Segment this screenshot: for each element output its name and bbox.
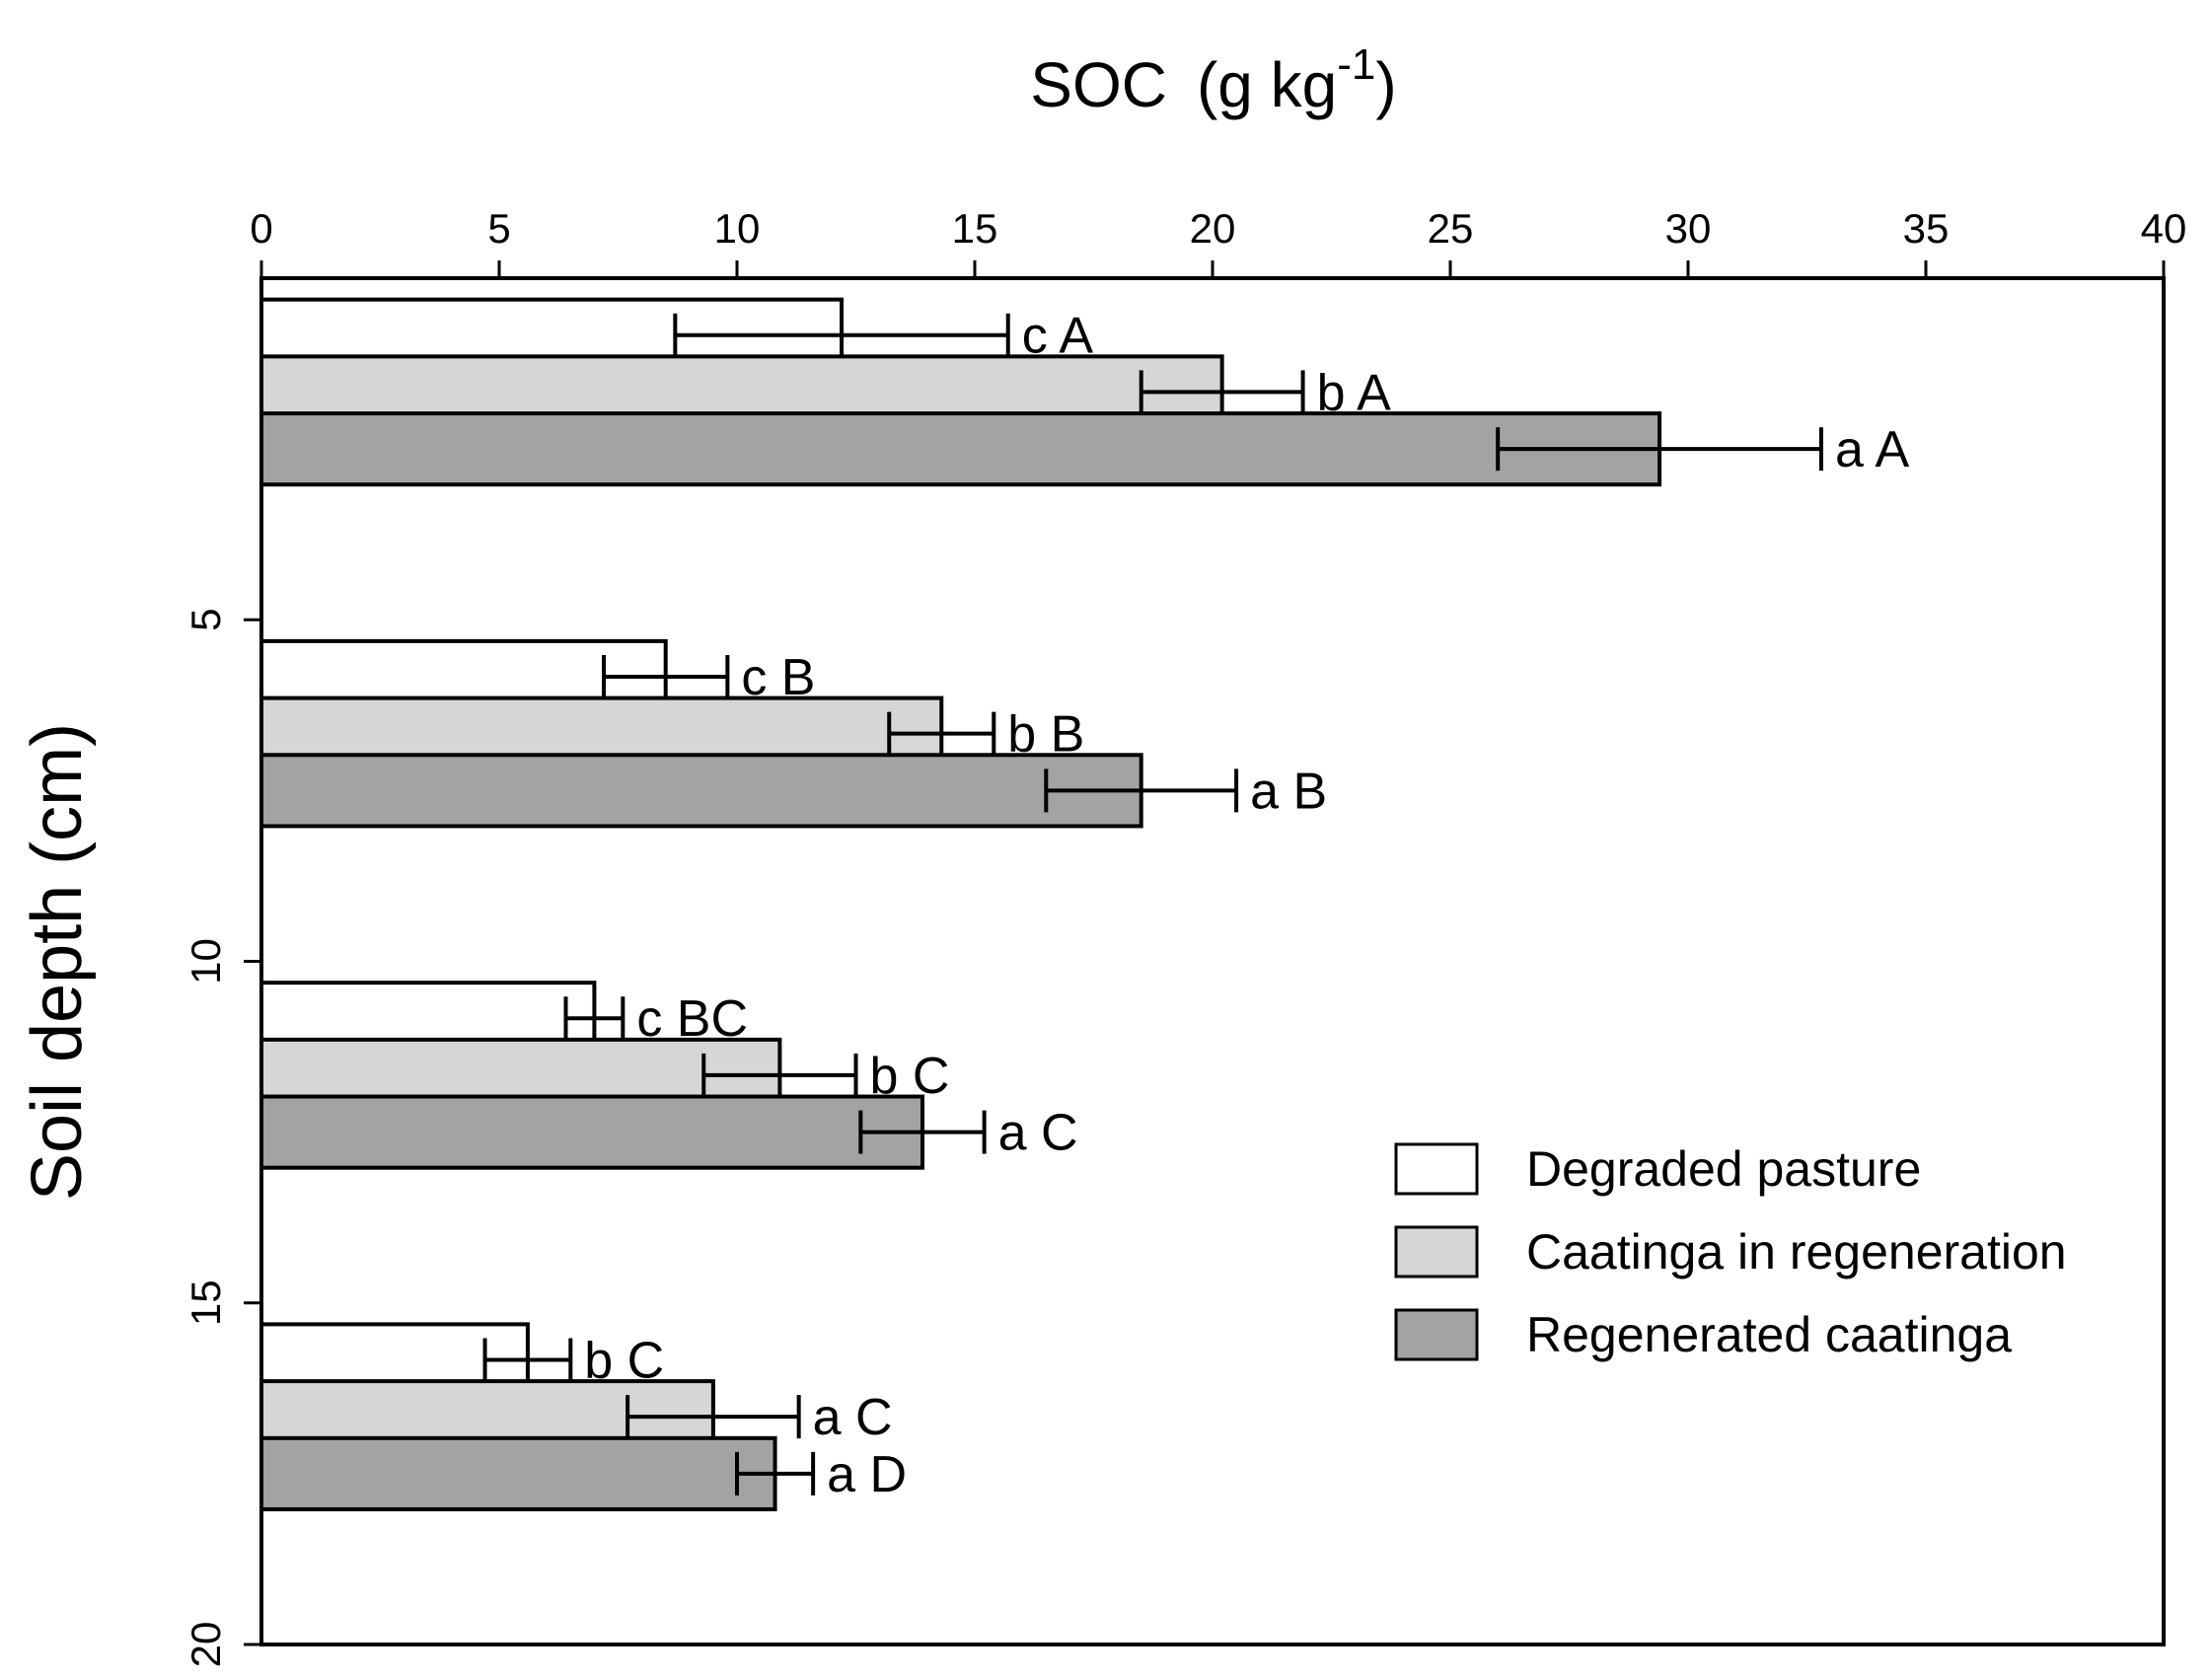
data-label-regenerated-caatinga-group-3: a C: [998, 1105, 1078, 1162]
data-label-regenerated-caatinga-group-1: a A: [1835, 421, 1909, 478]
x-tick-label-15: 15: [952, 205, 998, 252]
x-tick-label-0: 0: [250, 205, 272, 252]
legend-label-caatinga-in-regeneration: Caatinga in regeneration: [1526, 1224, 2067, 1279]
x-axis-title: SOC (g kg-1): [1030, 40, 1396, 120]
legend-swatch-degraded-pasture: [1394, 1142, 1479, 1196]
legend-swatch-caatinga-in-regeneration: [1394, 1225, 1479, 1278]
y-tick-label-10: 10: [183, 938, 229, 985]
x-tick-label-30: 30: [1665, 205, 1712, 252]
x-tick-label-5: 5: [487, 205, 510, 252]
y-axis-title: Soil depth (cm): [18, 723, 97, 1201]
y-tick-label-15: 15: [183, 1279, 229, 1326]
bar-regenerated-caatinga-group-3: [259, 1094, 924, 1170]
data-label-caatinga-in-regeneration-group-4: a C: [813, 1389, 893, 1446]
legend-label-regenerated-caatinga: Regenerated caatinga: [1526, 1307, 2012, 1362]
x-tick-label-40: 40: [2141, 205, 2187, 252]
data-label-regenerated-caatinga-group-2: a B: [1250, 763, 1327, 820]
bar-regenerated-caatinga-group-2: [259, 753, 1143, 829]
data-label-regenerated-caatinga-group-4: a D: [827, 1446, 907, 1503]
x-tick-label-25: 25: [1428, 205, 1474, 252]
bar-regenerated-caatinga-group-4: [259, 1435, 777, 1511]
y-tick-label-20: 20: [183, 1622, 229, 1668]
x-tick-label-10: 10: [714, 205, 761, 252]
x-tick-label-20: 20: [1190, 205, 1236, 252]
legend-swatch-regenerated-caatinga: [1394, 1308, 1479, 1361]
bar-regenerated-caatinga-group-1: [259, 411, 1662, 487]
legend-label-degraded-pasture: Degraded pasture: [1526, 1141, 1921, 1197]
x-tick-label-35: 35: [1903, 205, 1950, 252]
y-tick-label-5: 5: [183, 609, 229, 631]
